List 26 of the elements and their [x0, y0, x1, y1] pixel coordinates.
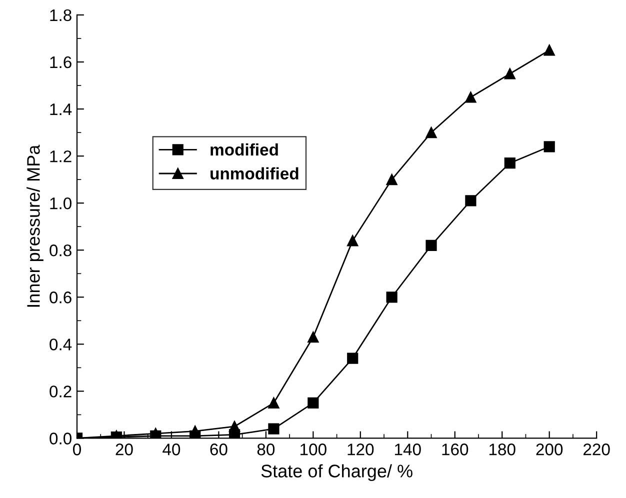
x-tick-label: 60: [210, 444, 228, 456]
y-tick-label: 0.4: [50, 338, 72, 350]
x-tick-label: 200: [536, 444, 563, 456]
x-tick-label: 140: [395, 444, 421, 456]
x-tick-label: 80: [257, 444, 275, 456]
y-tick-label: 0.6: [50, 292, 72, 304]
x-tick-label: 220: [584, 444, 610, 456]
x-tick-label: 0: [73, 444, 81, 456]
y-tick-label: 1.4: [50, 104, 72, 116]
y-tick-label: 0.0: [50, 432, 72, 444]
y-tick-label: 1.0: [50, 197, 72, 210]
y-tick-label: 0.2: [50, 386, 72, 398]
y-tick-label: 1.8: [50, 9, 72, 22]
x-tick-label: 120: [348, 444, 374, 456]
y-axis-title: Inner pressure/ MPa: [26, 144, 44, 307]
x-tick-label: 40: [162, 444, 180, 456]
x-tick-label: 160: [442, 444, 468, 456]
y-tick-label: 0.8: [50, 244, 72, 256]
y-tick-label: 1.2: [50, 150, 72, 162]
x-tick-label: 20: [116, 444, 133, 456]
legend-label: unmodified: [210, 167, 298, 180]
x-axis-title: State of Charge/ %: [261, 464, 412, 482]
x-tick-label: 180: [489, 444, 516, 456]
x-tick-label: 100: [300, 444, 326, 456]
y-tick-label: 1.6: [50, 56, 72, 68]
legend-label: modified: [210, 143, 278, 156]
